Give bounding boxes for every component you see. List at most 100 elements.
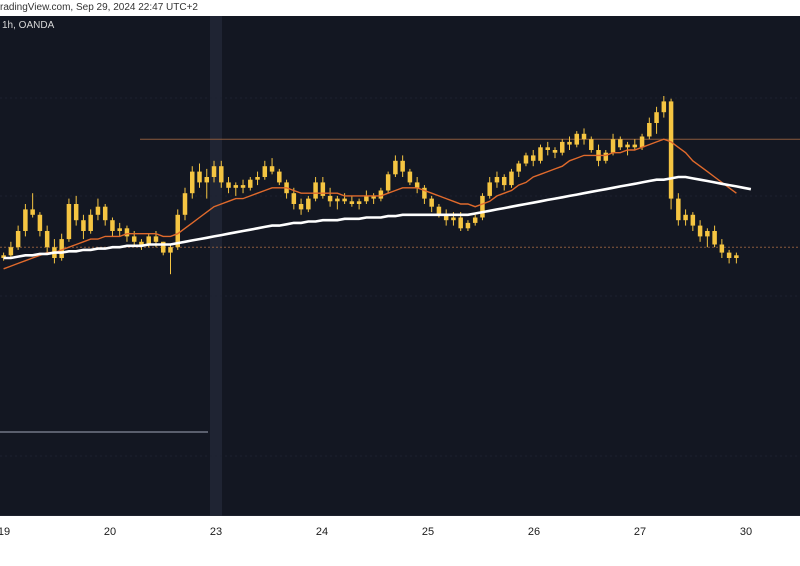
candle-body (385, 174, 391, 191)
candle (393, 155, 398, 177)
candle (298, 198, 304, 215)
candle (313, 177, 318, 202)
ticker-label: 1h, OANDA (2, 20, 55, 31)
candle-body (567, 141, 572, 145)
candle-body (690, 214, 696, 226)
candle (327, 187, 333, 207)
candle (494, 171, 500, 188)
candle-body (625, 144, 630, 148)
candle-body (632, 144, 638, 148)
candle-body (501, 177, 507, 186)
candle-body (262, 166, 268, 177)
time-ticks: 19 20 23 24 25 26 27 30 (0, 526, 752, 538)
candle-body (705, 231, 710, 237)
candle (545, 141, 550, 156)
candle (356, 198, 362, 210)
candle-body (110, 220, 115, 231)
candle (277, 168, 282, 186)
candle-body (197, 171, 202, 183)
candle (480, 193, 485, 221)
candle-body (226, 182, 231, 188)
candle-body (102, 206, 108, 221)
candle (73, 195, 79, 226)
candle-body (719, 244, 725, 253)
candle-body (182, 193, 188, 215)
candle (342, 193, 347, 204)
candle-body (422, 187, 427, 199)
candle-body (95, 206, 101, 215)
candle-body (15, 231, 21, 248)
candle (676, 193, 681, 226)
candle-body (44, 231, 50, 248)
candle-body (560, 141, 565, 153)
candle (110, 217, 115, 237)
price-levels (0, 138, 800, 433)
candle-body (59, 239, 64, 258)
candle-body (349, 201, 355, 204)
candle-body (255, 177, 260, 180)
candle-body (683, 214, 688, 221)
candle (211, 160, 217, 183)
candle-body (146, 236, 151, 245)
candle-body (117, 228, 122, 231)
candle (1, 252, 6, 261)
candle-body (153, 236, 159, 242)
candle (697, 220, 703, 242)
candle (414, 177, 420, 194)
candle (44, 225, 50, 253)
candle-body (589, 139, 594, 150)
candle (248, 177, 253, 191)
candle (81, 214, 86, 240)
candle-body (233, 185, 239, 188)
candle (683, 209, 688, 226)
candle (530, 150, 536, 167)
x-tick-label: 30 (740, 526, 752, 538)
candle (574, 131, 580, 148)
price-chart[interactable]: 1h, OANDA 19 20 23 24 25 26 27 30 (0, 16, 800, 544)
candle-body (298, 204, 304, 210)
candle-body (545, 147, 550, 150)
x-tick-label: 24 (316, 526, 328, 538)
candle-body (320, 182, 326, 196)
ema-fast-line (3, 138, 737, 270)
candle (726, 249, 732, 264)
grid-lines (0, 97, 800, 457)
candle-body (581, 133, 587, 140)
candle-body (726, 252, 732, 258)
candle (204, 168, 210, 199)
candle (291, 187, 297, 210)
x-tick-label: 23 (210, 526, 222, 538)
candle-body (1, 255, 6, 258)
session-band (210, 16, 222, 516)
candle (59, 233, 64, 261)
candle-body (327, 195, 333, 202)
candle (625, 141, 630, 156)
candle (610, 133, 616, 156)
x-tick-label: 19 (0, 526, 10, 538)
time-axis (0, 516, 800, 544)
candle-body (8, 247, 14, 256)
candle-body (269, 166, 275, 172)
candle (262, 160, 268, 180)
candle (632, 139, 638, 150)
candle (240, 179, 246, 194)
candle (501, 174, 507, 191)
candle (443, 209, 449, 226)
candle (661, 96, 667, 118)
candle-body (160, 241, 166, 253)
candle (589, 136, 594, 153)
candle (618, 136, 623, 150)
x-tick-label: 26 (528, 526, 540, 538)
candle-body (414, 182, 420, 188)
candle (567, 136, 572, 150)
candle-body (407, 171, 413, 183)
candle (654, 106, 659, 134)
candle-body (712, 231, 717, 245)
candle-body (494, 177, 500, 183)
candle-body (88, 214, 93, 231)
candle-body (639, 136, 645, 148)
candle (197, 163, 202, 188)
candle (523, 152, 529, 167)
candle (37, 212, 43, 237)
candle (712, 225, 717, 248)
